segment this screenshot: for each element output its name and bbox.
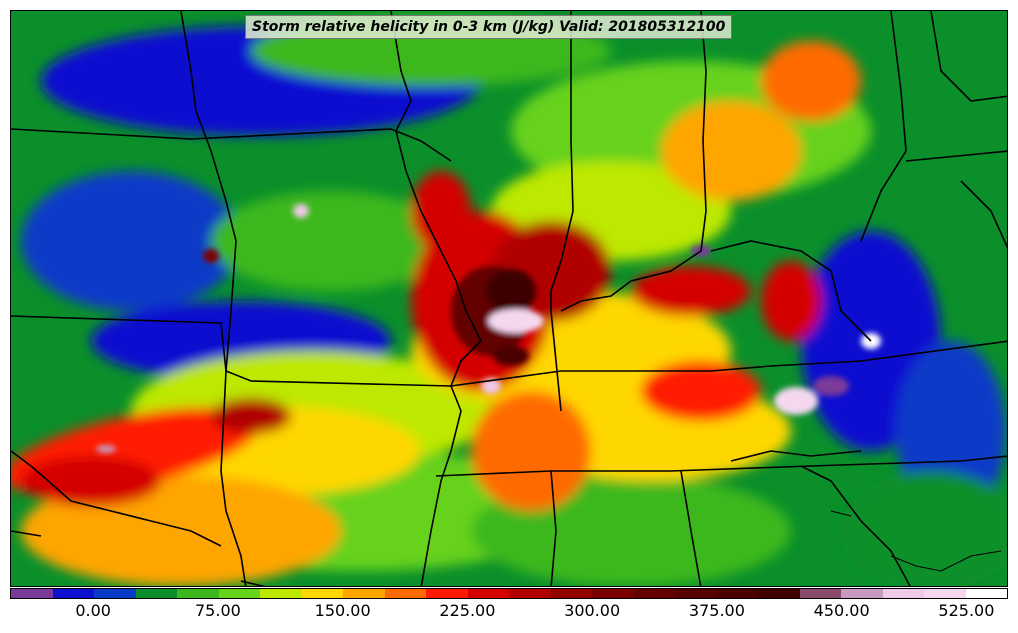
state-borders — [11, 11, 1007, 586]
colorbar-segment — [343, 589, 385, 598]
colorbar-tick-label: 0.00 — [75, 601, 111, 620]
colorbar-segment — [384, 589, 426, 598]
colorbar-segment — [799, 589, 841, 598]
colorbar-tick-label: 375.00 — [688, 601, 745, 620]
colorbar-segment — [509, 589, 551, 598]
colorbar-segment — [301, 589, 343, 598]
colorbar-segment — [841, 589, 883, 598]
helicity-maxima — [96, 204, 881, 453]
colorbar-segment — [94, 589, 136, 598]
colorbar-segment — [758, 589, 800, 598]
colorbar-segment — [550, 589, 592, 598]
colorbar-labels: 0.00 75.00 150.00 225.00 300.00 375.00 450.00 5… — [10, 601, 1008, 625]
colorbar-tick-label: 225.00 — [439, 601, 496, 620]
colorbar-segment — [716, 589, 758, 598]
colorbar-segment — [965, 589, 1007, 598]
colorbar-segment — [882, 589, 924, 598]
colorbar-tick-label: 75.00 — [195, 601, 241, 620]
colorbar-segment — [675, 589, 717, 598]
colorbar-segment — [52, 589, 94, 598]
colorbar-tick-label: 300.00 — [564, 601, 621, 620]
colorbar-tick-label: 150.00 — [314, 601, 371, 620]
map-title: Storm relative helicity in 0-3 km (J/kg)… — [245, 15, 733, 39]
colorbar-segment — [924, 589, 966, 598]
coastline — [830, 510, 1002, 572]
colorbar-segment — [11, 589, 53, 598]
map-panel — [10, 10, 1008, 587]
colorbar-segment — [633, 589, 675, 598]
colorbar-segment — [177, 589, 219, 598]
colorbar — [10, 588, 1008, 599]
helicity-map — [11, 11, 1007, 586]
colorbar-segment — [260, 589, 302, 598]
helicity-field — [11, 16, 1007, 586]
colorbar-tick-label: 525.00 — [938, 601, 995, 620]
colorbar-segment — [135, 589, 177, 598]
colorbar-segment — [218, 589, 260, 598]
colorbar-segment — [592, 589, 634, 598]
colorbar-tick-label: 450.00 — [813, 601, 870, 620]
colorbar-segment — [467, 589, 509, 598]
colorbar-segment — [426, 589, 468, 598]
